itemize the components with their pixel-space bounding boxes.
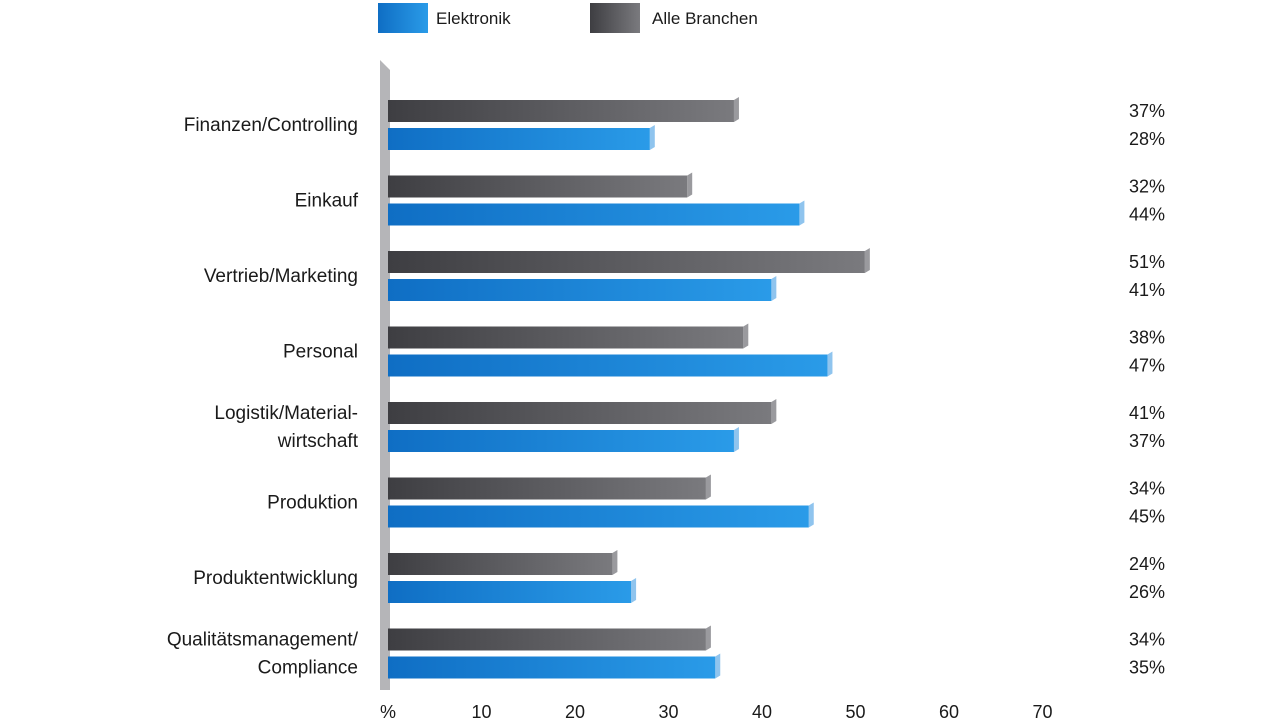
y-axis [380, 60, 390, 690]
bar-0-1 [388, 175, 688, 198]
value-label-0-4: 41% [1129, 403, 1165, 423]
bar-1-1 [388, 203, 800, 226]
value-label-1-7: 35% [1129, 658, 1165, 678]
value-label-0-0: 37% [1129, 101, 1165, 121]
bar-1-5 [388, 505, 809, 528]
bar-0-5 [388, 477, 706, 500]
category-label-4-1: wirtschaft [277, 431, 359, 452]
bar-side-0-2 [864, 248, 870, 273]
bar-side-1-5 [808, 502, 814, 528]
value-label-0-2: 51% [1129, 252, 1165, 272]
bar-side-0-7 [705, 625, 711, 651]
bar-side-0-6 [612, 550, 618, 575]
category-label-4-0: Logistik/Material- [214, 403, 358, 424]
bar-0-0 [388, 100, 734, 122]
bar-1-2 [388, 279, 772, 301]
bar-side-1-4 [733, 427, 739, 452]
bar-side-1-6 [631, 578, 637, 603]
bar-side-1-1 [799, 200, 805, 226]
x-tick-7: 70 [1032, 702, 1052, 722]
bar-side-0-3 [743, 323, 749, 349]
legend-label-0: Elektronik [436, 9, 511, 28]
bar-0-7 [388, 628, 706, 651]
bar-1-6 [388, 581, 632, 603]
category-label-6-0: Produktentwicklung [193, 568, 358, 589]
bar-side-1-7 [715, 653, 721, 679]
value-label-1-6: 26% [1129, 582, 1165, 602]
bar-side-0-4 [771, 399, 777, 424]
x-tick-2: 20 [565, 702, 585, 722]
legend: Elektronik Alle Branchen [378, 3, 758, 33]
category-label-2-0: Vertrieb/Marketing [204, 266, 358, 287]
x-tick-0: % [380, 702, 396, 722]
value-label-1-2: 41% [1129, 280, 1165, 300]
bar-1-7 [388, 656, 716, 679]
value-label-0-3: 38% [1129, 328, 1165, 348]
bar-side-0-1 [687, 172, 693, 198]
category-labels: Finanzen/Controlling Einkauf Vertrieb/Mark… [167, 115, 359, 679]
legend-label-1: Alle Branchen [652, 9, 758, 28]
value-label-0-5: 34% [1129, 479, 1165, 499]
bar-side-1-3 [827, 351, 833, 377]
value-label-1-5: 45% [1129, 507, 1165, 527]
x-tick-4: 40 [752, 702, 772, 722]
bar-1-3 [388, 354, 828, 377]
value-label-1-0: 28% [1129, 129, 1165, 149]
category-label-0-0: Finanzen/Controlling [184, 115, 358, 136]
bar-side-0-0 [733, 97, 739, 122]
x-tick-1: 10 [471, 702, 491, 722]
bar-0-3 [388, 326, 744, 349]
value-labels: 37% 28% 32% 44% 51% 41% 38% 47% 41% 37% 34% 45% 24% 2… [1129, 101, 1165, 678]
bar-0-4 [388, 402, 772, 424]
legend-swatch-0 [378, 3, 428, 33]
bar-side-1-2 [771, 276, 777, 301]
bar-1-0 [388, 128, 650, 150]
category-label-5-0: Produktion [267, 493, 358, 514]
bar-0-6 [388, 553, 613, 575]
value-label-1-1: 44% [1129, 205, 1165, 225]
value-label-1-4: 37% [1129, 431, 1165, 451]
x-axis-ticks: % 10 20 30 40 50 60 70 [380, 702, 1053, 722]
bar-side-0-5 [705, 474, 711, 500]
value-label-0-6: 24% [1129, 554, 1165, 574]
category-label-3-0: Personal [283, 342, 358, 363]
category-label-7-1: Compliance [258, 658, 358, 679]
value-label-0-7: 34% [1129, 630, 1165, 650]
bar-side-1-0 [649, 125, 655, 150]
x-tick-3: 30 [658, 702, 678, 722]
category-label-7-0: Qualitätsmanagement/ [167, 630, 359, 651]
x-tick-5: 50 [845, 702, 865, 722]
bar-0-2 [388, 251, 865, 273]
bars [388, 97, 870, 679]
category-label-1-0: Einkauf [295, 191, 359, 212]
legend-swatch-1 [590, 3, 640, 33]
value-label-1-3: 47% [1129, 356, 1165, 376]
x-tick-6: 60 [939, 702, 959, 722]
axis-line [380, 60, 390, 690]
bar-1-4 [388, 430, 734, 452]
value-label-0-1: 32% [1129, 177, 1165, 197]
